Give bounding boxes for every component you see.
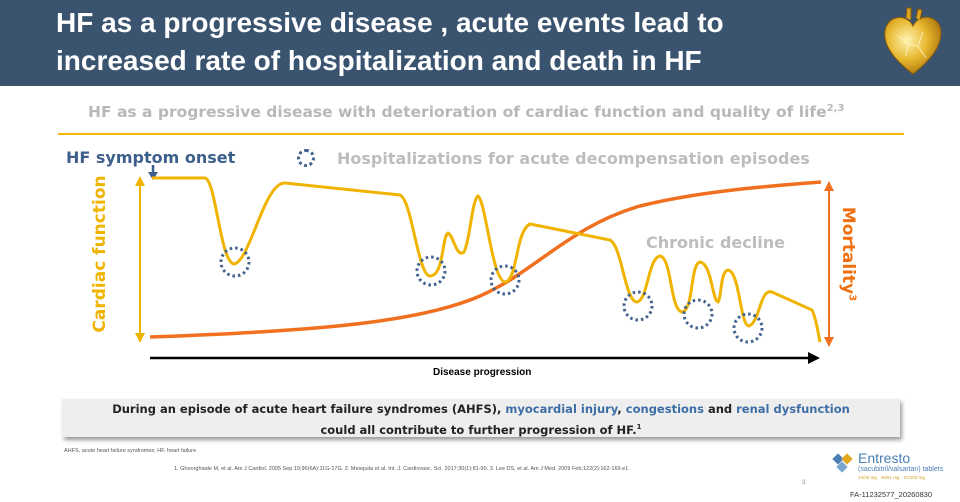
- title-banner: HF as a progressive disease , acute even…: [0, 0, 960, 86]
- hospitalization-legend-label: Hospitalizations for acute decompensatio…: [337, 149, 810, 168]
- title-line-2: increased rate of hospitalization and de…: [56, 45, 702, 76]
- title-line-1: HF as a progressive disease , acute even…: [56, 7, 724, 38]
- mortality-reference: 3: [846, 294, 858, 302]
- disease-progression-diagram: [135, 165, 834, 364]
- congestions-term: congestions: [625, 402, 704, 416]
- ahfs-callout-box: During an episode of acute heart failure…: [62, 399, 900, 437]
- callout-line-2: could all contribute to further progress…: [320, 422, 642, 437]
- references-footnote: 1. Gheorghiade M, et al. Am J Cardiol. 2…: [174, 466, 630, 472]
- entresto-logo-icon: [832, 453, 853, 473]
- renal-dysfunction-term: renal dysfunction: [736, 402, 850, 416]
- mortality-curve: [149, 180, 822, 339]
- mortality-label: Mortality3: [838, 206, 858, 302]
- abbreviations-footnote: AHFS, acute heart failure syndromes; HF,…: [64, 448, 197, 454]
- disease-progression-label: Disease progression: [433, 367, 532, 378]
- document-code: FA-11232577_20260830: [850, 490, 933, 499]
- brand-name: Entresto: [858, 450, 911, 466]
- hospitalization-marker: [219, 246, 251, 278]
- callout-reference: 1: [636, 423, 642, 431]
- hospitalization-marker: [682, 298, 714, 330]
- page-number: 3: [802, 480, 806, 486]
- brand-dosage: 24/26 mg · 49/51 mg · 97/103 mg: [858, 475, 925, 480]
- callout-line-1: During an episode of acute heart failure…: [112, 402, 850, 416]
- brand-subtitle: (sacubitril/valsartan) tablets: [858, 466, 944, 473]
- cardiac-function-label: Cardiac function: [90, 175, 110, 333]
- slide-subtitle: HF as a progressive disease with deterio…: [88, 103, 845, 122]
- hospitalization-legend-marker: [297, 149, 315, 167]
- hospitalization-marker: [489, 264, 521, 296]
- divider-line: [58, 133, 904, 135]
- symptom-onset-label: HF symptom onset: [66, 148, 236, 167]
- hospitalization-marker: [415, 255, 447, 287]
- myocardial-injury-term: myocardial injury: [505, 402, 618, 416]
- page-title: HF as a progressive disease , acute even…: [56, 4, 846, 80]
- chronic-decline-label: Chronic decline: [646, 233, 785, 252]
- cardiac-function-curve: [152, 176, 822, 343]
- golden-heart-icon: [884, 7, 942, 75]
- subtitle-reference: 2,3: [826, 103, 845, 114]
- hospitalization-marker: [622, 290, 654, 322]
- entresto-logo: Entresto (sacubitril/valsartan) tablets …: [832, 450, 950, 492]
- hospitalization-marker: [732, 312, 764, 344]
